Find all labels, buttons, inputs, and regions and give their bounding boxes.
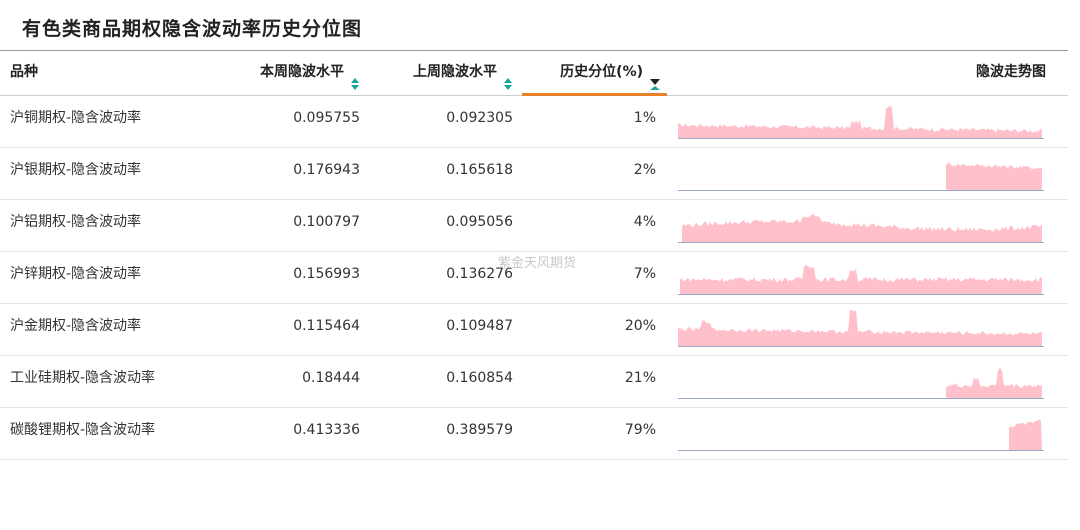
previous-level-value: 0.095056 (446, 214, 513, 230)
current-level-value: 0.18444 (302, 370, 360, 386)
variety-name: 沪金期权-隐含波动率 (10, 318, 142, 334)
percentile-value: 20% (624, 318, 656, 334)
current-level-value: 0.176943 (293, 162, 360, 178)
sparkline-area (682, 213, 1042, 242)
percentile-value: 4% (633, 214, 656, 230)
table-row[interactable]: 沪银期权-隐含波动率 0.176943 0.165618 2% (0, 148, 1068, 200)
volatility-sparkline (678, 213, 1044, 243)
table-row[interactable]: 工业硅期权-隐含波动率 0.18444 0.160854 21% (0, 356, 1068, 408)
volatility-table: 品种 本周隐波水平 上周隐波水平 历史分位(%) 隐波走势图 沪铜期权-隐含波动… (0, 50, 1068, 460)
previous-level-value: 0.389579 (446, 422, 513, 438)
header-previous-level[interactable]: 上周隐波水平 (413, 51, 513, 94)
header-variety: 品种 (10, 64, 38, 80)
header-previous-label: 上周隐波水平 (413, 64, 497, 80)
sort-both-icon[interactable] (503, 66, 513, 90)
header-percentile-label: 历史分位(%) (560, 64, 643, 80)
table-row[interactable]: 沪铜期权-隐含波动率 0.095755 0.092305 1% (0, 96, 1068, 148)
volatility-sparkline (678, 162, 1044, 191)
sparkline-area (1009, 419, 1042, 450)
table-header: 品种 本周隐波水平 上周隐波水平 历史分位(%) 隐波走势图 (0, 50, 1068, 96)
previous-level-value: 0.160854 (446, 370, 513, 386)
sort-descending-icon[interactable] (649, 66, 660, 90)
header-trend: 隐波走势图 (976, 64, 1046, 80)
variety-name: 工业硅期权-隐含波动率 (10, 370, 156, 386)
table-row[interactable]: 碳酸锂期权-隐含波动率 0.413336 0.389579 79% (0, 408, 1068, 460)
volatility-sparkline (678, 264, 1044, 295)
sparkline-area (946, 162, 1042, 190)
previous-level-value: 0.136276 (446, 266, 513, 282)
header-current-level[interactable]: 本周隐波水平 (260, 51, 360, 94)
percentile-value: 7% (633, 266, 656, 282)
table-row[interactable]: 沪锌期权-隐含波动率 0.156993 0.136276 7% (0, 252, 1068, 304)
percentile-value: 2% (633, 162, 656, 178)
page-title: 有色类商品期权隐含波动率历史分位图 (22, 18, 363, 40)
volatility-sparkline (678, 310, 1044, 347)
table-row[interactable]: 沪金期权-隐含波动率 0.115464 0.109487 20% (0, 304, 1068, 356)
variety-name: 沪铜期权-隐含波动率 (10, 110, 142, 126)
sparkline-area (680, 264, 1042, 294)
current-level-value: 0.156993 (293, 266, 360, 282)
variety-name: 碳酸锂期权-隐含波动率 (10, 422, 156, 438)
variety-name: 沪铝期权-隐含波动率 (10, 214, 142, 230)
header-percentile[interactable]: 历史分位(%) (522, 51, 667, 96)
volatility-sparkline (678, 367, 1044, 399)
volatility-sparkline (678, 419, 1044, 451)
header-current-label: 本周隐波水平 (260, 64, 344, 80)
percentile-value: 21% (624, 370, 656, 386)
sparkline-area (678, 310, 1042, 346)
percentile-value: 1% (633, 110, 656, 126)
current-level-value: 0.115464 (293, 318, 360, 334)
variety-name: 沪锌期权-隐含波动率 (10, 266, 142, 282)
sparkline-area (678, 105, 1042, 138)
current-level-value: 0.100797 (293, 214, 360, 230)
variety-name: 沪银期权-隐含波动率 (10, 162, 142, 178)
current-level-value: 0.095755 (293, 110, 360, 126)
previous-level-value: 0.165618 (446, 162, 513, 178)
percentile-value: 79% (624, 422, 656, 438)
previous-level-value: 0.092305 (446, 110, 513, 126)
current-level-value: 0.413336 (293, 422, 360, 438)
table-body: 沪铜期权-隐含波动率 0.095755 0.092305 1% 沪银期权-隐含波动率 0.… (0, 96, 1068, 460)
volatility-sparkline (678, 105, 1044, 139)
sparkline-area (946, 367, 1042, 398)
previous-level-value: 0.109487 (446, 318, 513, 334)
table-row[interactable]: 沪铝期权-隐含波动率 0.100797 0.095056 4% (0, 200, 1068, 252)
sort-both-icon[interactable] (350, 66, 360, 90)
